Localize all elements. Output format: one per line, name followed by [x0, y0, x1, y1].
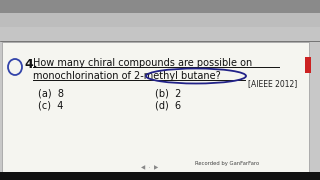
Text: (c)  4: (c) 4 — [38, 101, 63, 111]
FancyBboxPatch shape — [2, 42, 309, 172]
Text: How many chiral compounds are possible on: How many chiral compounds are possible o… — [33, 58, 252, 68]
FancyBboxPatch shape — [0, 172, 320, 180]
Text: monochlorination of 2-methyl butane?: monochlorination of 2-methyl butane? — [33, 71, 221, 81]
FancyBboxPatch shape — [0, 13, 320, 27]
Text: Recorded by GanFarFaro: Recorded by GanFarFaro — [195, 161, 259, 165]
Text: (d)  6: (d) 6 — [155, 101, 181, 111]
Text: ◀  ·  ▶: ◀ · ▶ — [141, 165, 159, 170]
FancyBboxPatch shape — [305, 57, 311, 73]
Text: (b)  2: (b) 2 — [155, 89, 181, 99]
Text: 4.: 4. — [24, 58, 37, 71]
FancyBboxPatch shape — [0, 27, 320, 41]
Text: [AIEEE 2012]: [AIEEE 2012] — [248, 80, 297, 89]
Text: (a)  8: (a) 8 — [38, 89, 64, 99]
FancyBboxPatch shape — [0, 0, 320, 13]
